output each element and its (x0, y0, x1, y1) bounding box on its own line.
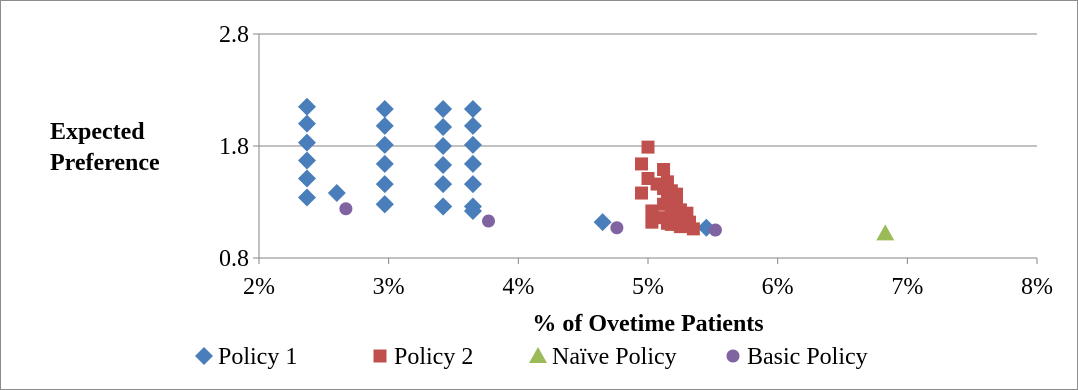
legend-label: Naïve Policy (552, 344, 677, 370)
data-point-diamond (464, 175, 482, 193)
legend-marker-square (374, 350, 387, 363)
data-point-diamond (434, 100, 452, 118)
data-point-diamond (376, 100, 394, 118)
data-point-diamond (434, 156, 452, 174)
x-tick-label: 4% (502, 274, 534, 300)
legend-marker-triangle (529, 347, 547, 363)
data-point-diamond (298, 98, 316, 116)
data-point-square (635, 157, 648, 170)
series-2 (635, 141, 700, 236)
y-tick-label: 0.8 (219, 246, 249, 272)
data-point-diamond (298, 115, 316, 133)
data-point-diamond (434, 118, 452, 136)
data-point-diamond (376, 195, 394, 213)
data-point-circle (610, 221, 623, 234)
data-point-circle (482, 215, 495, 228)
x-tick-label: 3% (373, 274, 405, 300)
x-tick-label: 7% (891, 274, 923, 300)
grid-layer (259, 34, 1037, 146)
x-axis-title: % of Ovetime Patients (532, 311, 763, 337)
data-point-diamond (464, 117, 482, 135)
data-point-circle (339, 202, 352, 215)
legend-item: Basic Policy (727, 344, 868, 370)
data-point-square (645, 216, 658, 229)
data-point-square (657, 163, 670, 176)
legend-marker-circle (727, 350, 740, 363)
data-point-diamond (376, 175, 394, 193)
legend: Policy 1 Policy 2 Naïve Policy Basic Policy (195, 344, 868, 370)
legend-label: Policy 2 (394, 344, 473, 370)
data-point-square (642, 141, 655, 154)
data-point-diamond (434, 175, 452, 193)
point-layer (298, 98, 894, 241)
series-3 (876, 224, 894, 240)
data-point-diamond (298, 152, 316, 170)
data-point-square (645, 204, 658, 217)
data-point-diamond (376, 136, 394, 154)
data-point-diamond (298, 134, 316, 152)
data-point-diamond (376, 117, 394, 135)
y-tick-label: 1.8 (219, 134, 249, 160)
legend-item: Naïve Policy (529, 344, 677, 370)
legend-marker-diamond (195, 347, 213, 365)
legend-item: Policy 2 (374, 344, 474, 370)
x-tick-label: 2% (243, 274, 275, 300)
data-point-diamond (464, 155, 482, 173)
y-axis-title-line-1: Expected (50, 119, 145, 145)
y-tick-label: 2.8 (219, 22, 249, 48)
x-tick-label: 6% (762, 274, 794, 300)
data-point-diamond (434, 197, 452, 215)
data-point-diamond (328, 184, 346, 202)
data-point-circle (709, 224, 722, 237)
data-point-diamond (298, 169, 316, 187)
x-tick-label: 5% (632, 274, 664, 300)
legend-item: Policy 1 (195, 344, 297, 370)
data-point-diamond (376, 155, 394, 173)
data-point-square (687, 222, 700, 235)
data-point-square (635, 187, 648, 200)
data-point-diamond (464, 100, 482, 118)
data-point-triangle (876, 224, 894, 240)
legend-label: Policy 1 (218, 344, 297, 370)
data-point-diamond (464, 136, 482, 154)
y-axis-title-line-2: Preference (50, 150, 160, 176)
legend-label: Basic Policy (747, 344, 868, 370)
data-point-diamond (434, 137, 452, 155)
data-point-diamond (298, 189, 316, 207)
data-point-diamond (594, 213, 612, 231)
x-tick-label: 8% (1021, 274, 1053, 300)
